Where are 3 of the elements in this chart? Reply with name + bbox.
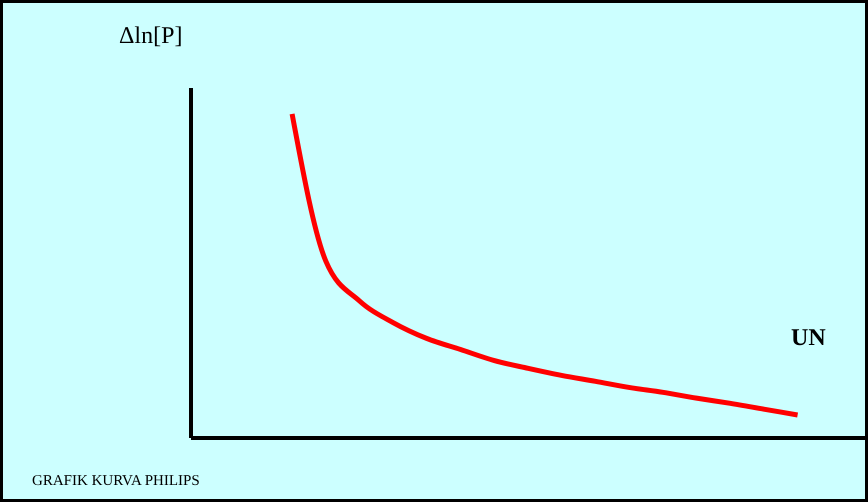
x-axis-title: UN (791, 325, 826, 352)
text: GRAFIK KURVA PHILIPS (32, 473, 200, 490)
y-axis-title: Δln[P] (119, 23, 182, 50)
